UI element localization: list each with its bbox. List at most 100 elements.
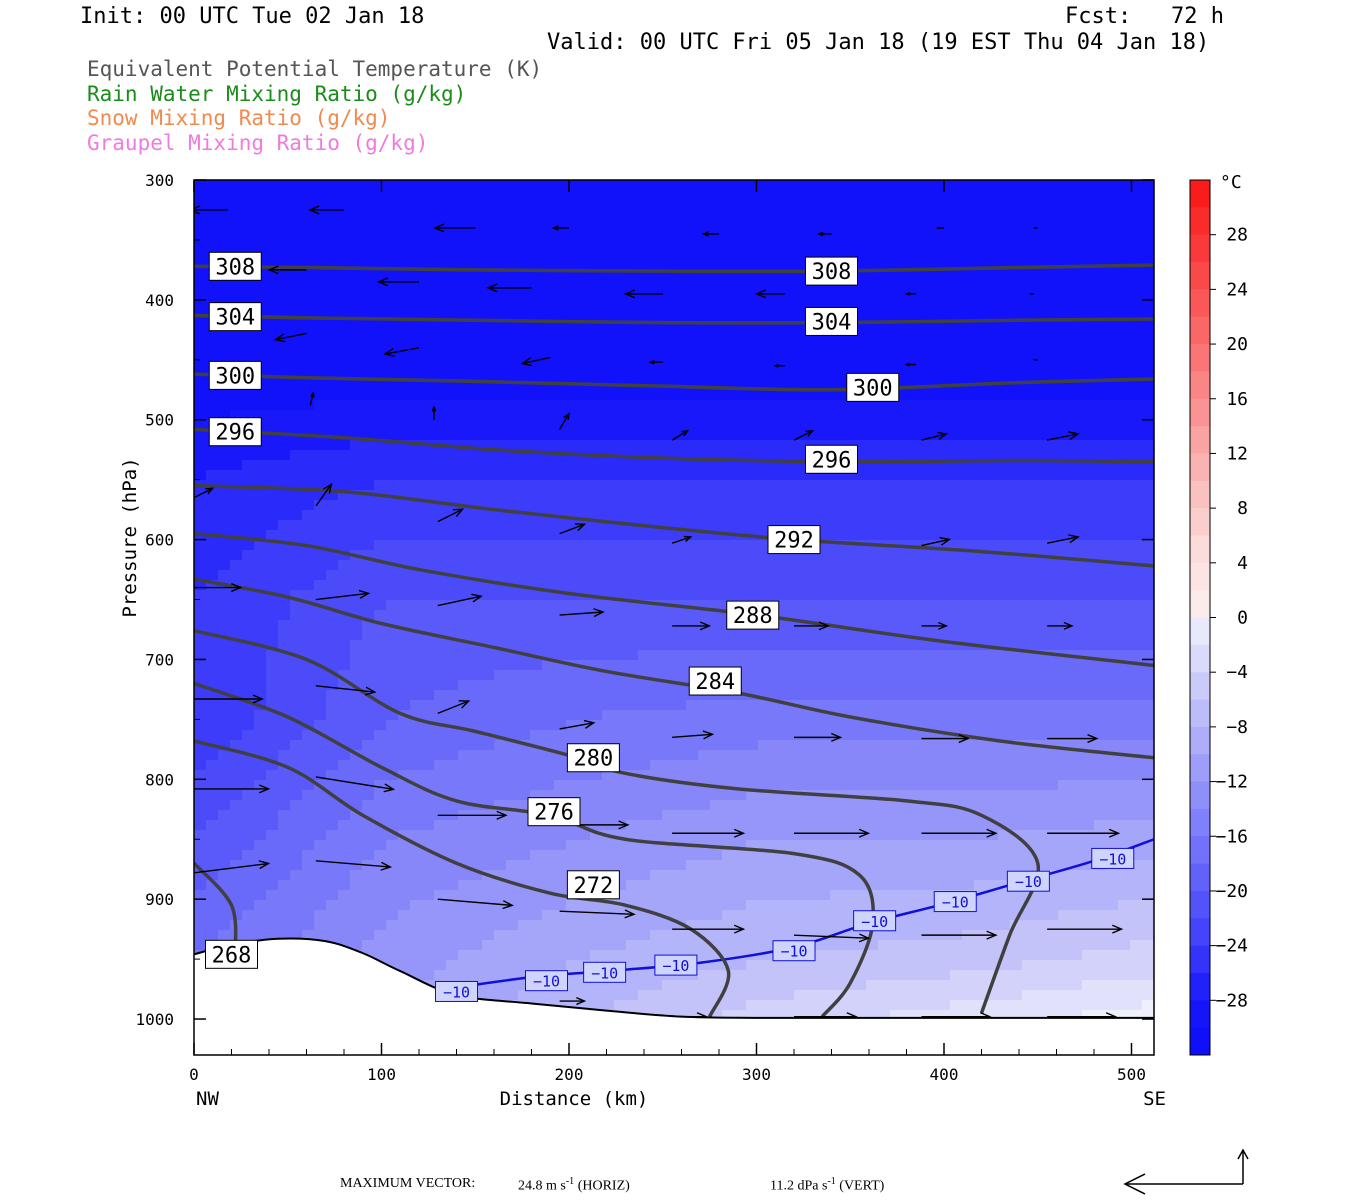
temperature-cell — [770, 750, 783, 761]
temperature-cell — [758, 430, 771, 441]
temperature-cell — [674, 230, 687, 241]
temperature-cell — [482, 580, 495, 591]
temperature-cell — [530, 190, 543, 201]
temperature-cell — [410, 410, 423, 421]
temperature-cell — [314, 370, 327, 381]
temperature-cell — [1046, 350, 1059, 361]
temperature-cell — [818, 700, 831, 711]
temperature-cell — [818, 400, 831, 411]
temperature-cell — [698, 700, 711, 711]
temperature-cell — [230, 240, 243, 251]
temperature-cell — [638, 260, 651, 271]
temperature-cell — [710, 590, 723, 601]
temperature-cell — [962, 660, 975, 671]
temperature-cell — [1046, 510, 1059, 521]
temperature-cell — [1142, 720, 1154, 731]
temperature-cell — [818, 560, 831, 571]
temperature-cell — [950, 620, 963, 631]
temperature-cell — [878, 470, 891, 481]
temperature-cell — [998, 290, 1011, 301]
temperature-cell — [1118, 770, 1131, 781]
temperature-cell — [1094, 550, 1107, 561]
temperature-cell — [1010, 790, 1023, 801]
temperature-cell — [674, 480, 687, 491]
temperature-cell — [674, 250, 687, 261]
temperature-cell — [878, 330, 891, 341]
temperature-cell — [866, 470, 879, 481]
temperature-cell — [254, 390, 267, 401]
temperature-cell — [926, 590, 939, 601]
temperature-cell — [854, 430, 867, 441]
temperature-cell — [662, 460, 675, 471]
temperature-cell — [1130, 470, 1143, 481]
temperature-cell — [710, 370, 723, 381]
temperature-cell — [830, 420, 843, 431]
temperature-cell — [470, 350, 483, 361]
temperature-cell — [302, 240, 315, 251]
temperature-cell — [938, 540, 951, 551]
temperature-cell — [254, 630, 267, 641]
temperature-cell — [530, 460, 543, 471]
temperature-cell — [1082, 620, 1095, 631]
temperature-cell — [686, 360, 699, 371]
temperature-cell — [374, 360, 387, 371]
temperature-cell — [506, 680, 519, 691]
temperature-cell — [842, 730, 855, 741]
temperature-cell — [362, 240, 375, 251]
temperature-cell — [722, 430, 735, 441]
temperature-cell — [398, 260, 411, 271]
temperature-cell — [638, 570, 651, 581]
temperature-cell — [818, 520, 831, 531]
temperature-cell — [794, 230, 807, 241]
temperature-cell — [1034, 400, 1047, 411]
temperature-cell — [638, 320, 651, 331]
temperature-cell — [1034, 530, 1047, 541]
temperature-cell — [266, 250, 279, 261]
temperature-cell — [782, 670, 795, 681]
temperature-cell — [602, 350, 615, 361]
temperature-cell — [734, 660, 747, 671]
temperature-cell — [410, 420, 423, 431]
temperature-cell — [1142, 430, 1154, 441]
temperature-cell — [722, 380, 735, 391]
temperature-cell — [1070, 760, 1083, 771]
temperature-cell — [878, 780, 891, 791]
temperature-cell — [602, 330, 615, 341]
temperature-cell — [986, 540, 999, 551]
temperature-cell — [578, 410, 591, 421]
temperature-cell — [422, 280, 435, 291]
temperature-cell — [962, 610, 975, 621]
temperature-cell — [578, 430, 591, 441]
temperature-cell — [974, 240, 987, 251]
temperature-cell — [722, 370, 735, 381]
temperature-cell — [926, 560, 939, 571]
temperature-cell — [554, 460, 567, 471]
temperature-cell — [698, 320, 711, 331]
temperature-cell — [650, 690, 663, 701]
temperature-cell — [842, 340, 855, 351]
temperature-cell — [842, 620, 855, 631]
temperature-cell — [434, 320, 447, 331]
temperature-cell — [1046, 280, 1059, 291]
temperature-cell — [998, 760, 1011, 771]
temperature-cell — [362, 480, 375, 491]
temperature-cell — [782, 430, 795, 441]
temperature-cell — [794, 730, 807, 741]
temperature-cell — [878, 350, 891, 361]
temperature-cell — [686, 340, 699, 351]
temperature-cell — [662, 440, 675, 451]
temperature-cell — [1118, 180, 1131, 191]
temperature-cell — [470, 670, 483, 681]
temperature-cell — [290, 290, 303, 301]
temperature-cell — [938, 290, 951, 301]
temperature-cell — [1034, 440, 1047, 451]
temperature-cell — [1082, 240, 1095, 251]
temperature-cell — [350, 280, 363, 291]
temperature-cell — [698, 520, 711, 531]
temperature-cell — [614, 600, 627, 611]
temperature-cell — [662, 540, 675, 551]
temperature-cell — [854, 700, 867, 711]
temperature-cell — [626, 240, 639, 251]
temperature-cell — [650, 780, 663, 791]
temperature-cell — [986, 450, 999, 461]
